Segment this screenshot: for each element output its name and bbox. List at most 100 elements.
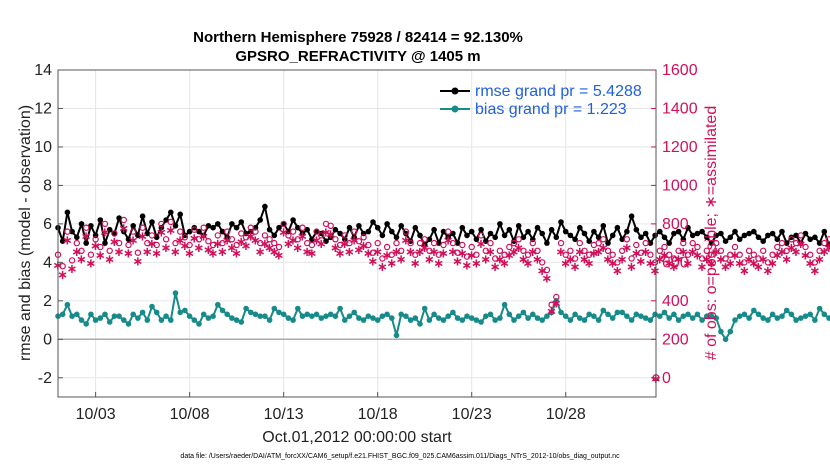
- obs-assimilated-point: ∗: [603, 253, 614, 268]
- data-point: [111, 230, 118, 237]
- obs-assimilated-point: ∗: [805, 256, 816, 271]
- obs-assimilated-point: ∗: [537, 264, 548, 279]
- obs-possible-point: [412, 251, 419, 258]
- obs-possible-point: [539, 259, 546, 266]
- data-point: [121, 317, 127, 323]
- obs-possible-point: [487, 239, 494, 247]
- data-point: [121, 228, 127, 235]
- obs-possible-point: [755, 255, 762, 262]
- data-point: [97, 315, 104, 321]
- data-point: [765, 232, 771, 239]
- data-point: [454, 315, 461, 321]
- data-point: [680, 313, 687, 320]
- obs-assimilated-point: ∗: [297, 229, 308, 244]
- data-point: [436, 315, 442, 321]
- data-point: [337, 305, 343, 312]
- data-point: [525, 228, 531, 235]
- y-axis-right: 0 200 400 600 800 1000 1200 1400 1600: [651, 62, 698, 387]
- obs-assimilated-point: ∗: [410, 256, 421, 271]
- obs-assimilated-point: ∗: [701, 253, 712, 268]
- data-point: [652, 232, 658, 239]
- data-point: [487, 311, 494, 318]
- data-point: [544, 240, 550, 246]
- obs-assimilated-point: ∗: [518, 253, 529, 268]
- data-point: [530, 311, 536, 318]
- x-tick-label: 10/03: [76, 406, 116, 423]
- obs-assimilated-point: ∗: [161, 241, 172, 256]
- data-point: [92, 317, 99, 323]
- data-point: [567, 317, 574, 323]
- data-point: [168, 317, 174, 323]
- obs-possible-point: [708, 251, 715, 258]
- obs-possible-point: [97, 243, 104, 251]
- data-point: [722, 336, 729, 343]
- obs-assimilated-point: ∗: [278, 226, 289, 241]
- obs-assimilated-point: ∗: [767, 256, 778, 271]
- obs-assimilated-point: ∗: [147, 237, 158, 252]
- data-point: [271, 232, 278, 239]
- data-point: [125, 236, 132, 243]
- obs-assimilated-point: ∗: [429, 245, 440, 260]
- data-point: [177, 309, 183, 316]
- obs-possible-point: [318, 232, 325, 239]
- data-point: [704, 234, 710, 241]
- obs-possible-point: [684, 251, 692, 258]
- obs-assimilated-point: ∗: [819, 245, 830, 260]
- data-point: [74, 234, 80, 241]
- obs-assimilated-point: ∗: [231, 247, 242, 262]
- data-point: [793, 317, 799, 323]
- data-point: [436, 240, 442, 246]
- data-point: [459, 317, 466, 323]
- obs-assimilated-point: ∗: [683, 256, 694, 271]
- data-point: [802, 230, 809, 237]
- data-point: [464, 313, 470, 320]
- obs-assimilated-point: ∗: [382, 249, 393, 264]
- data-point: [765, 317, 771, 323]
- obs-possible-point: [82, 224, 90, 231]
- obs-possible-point: [78, 247, 85, 254]
- data-point: [252, 311, 259, 318]
- data-point: [511, 238, 517, 244]
- data-point: [675, 228, 682, 235]
- obs-possible-point: [449, 239, 457, 247]
- data-point: [751, 307, 757, 314]
- obs-assimilated-point: ∗: [264, 241, 275, 256]
- obs-assimilated-point: ∗: [405, 245, 416, 260]
- data-point: [624, 228, 630, 235]
- obs-assimilated-point: ∗: [288, 233, 299, 248]
- data-point: [318, 315, 325, 321]
- obs-assimilated-point: ∗: [509, 245, 520, 260]
- obs-possible-point: [774, 243, 781, 251]
- data-point: [694, 311, 701, 318]
- obs-possible-point: [825, 236, 830, 243]
- chart-title: Northern Hemisphere 75928 / 82414 = 92.1…: [193, 29, 523, 46]
- data-point: [290, 217, 296, 223]
- data-point: [88, 223, 94, 229]
- obs-possible-point: [543, 266, 551, 274]
- data-point: [163, 313, 169, 320]
- obs-possible-point: [492, 255, 499, 262]
- data-point: [567, 232, 574, 239]
- data-point: [389, 228, 395, 235]
- obs-possible-point: [473, 251, 480, 258]
- data-point: [515, 313, 522, 320]
- obs-assimilated-point: ∗: [626, 260, 637, 275]
- data-point: [642, 315, 649, 321]
- data-point: [351, 234, 358, 241]
- data-point: [708, 313, 715, 320]
- obs-assimilated-point: ∗: [504, 249, 515, 264]
- data-point: [483, 238, 489, 244]
- obs-assimilated-point: ∗: [128, 233, 139, 248]
- data-point: [233, 317, 240, 323]
- obs-assimilated-point: ∗: [753, 260, 764, 275]
- data-point: [581, 230, 588, 237]
- data-point: [628, 213, 635, 219]
- obs-possible-point: [656, 247, 664, 254]
- obs-possible-point: [571, 255, 579, 262]
- obs-possible-point: [760, 247, 767, 254]
- series-group: ∗∗∗∗∗∗∗∗∗∗∗∗∗∗∗∗∗∗∗∗∗∗∗∗∗∗∗∗∗∗∗∗∗∗∗∗∗∗∗∗…: [53, 202, 830, 387]
- obs-possible-point: [619, 247, 626, 254]
- data-point: [64, 209, 71, 216]
- obs-possible-point: [195, 236, 203, 243]
